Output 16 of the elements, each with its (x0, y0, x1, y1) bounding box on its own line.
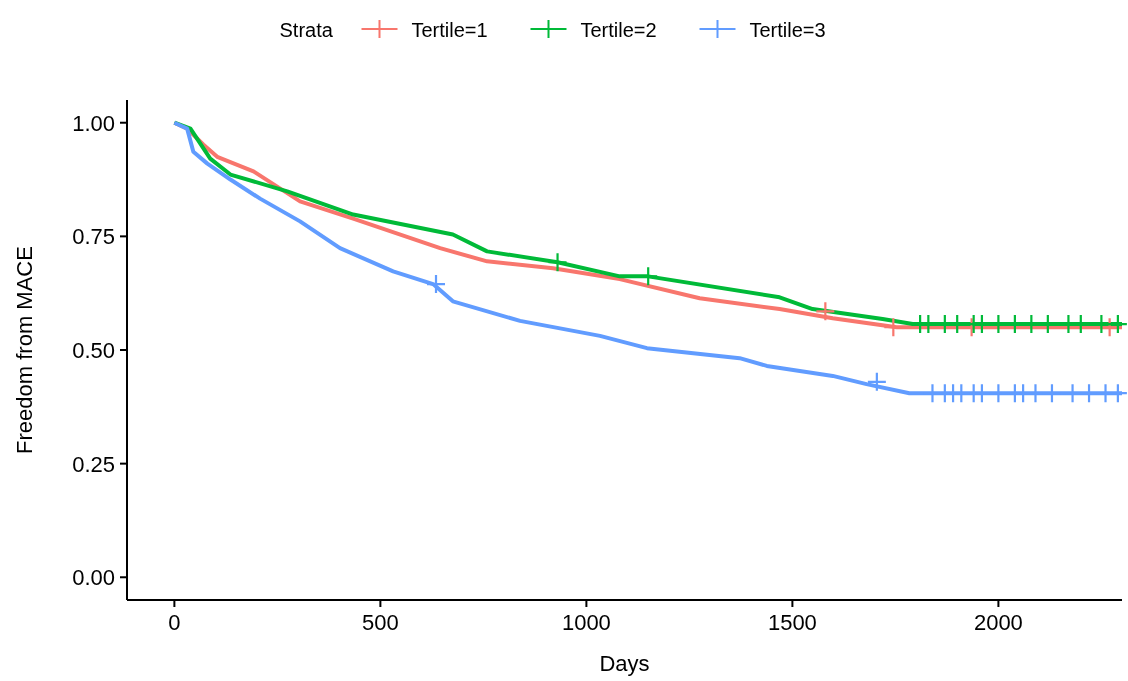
legend-label: Tertile=1 (411, 19, 488, 41)
y-tick-label: 1.00 (72, 110, 115, 136)
y-axis-title: Freedom from MACE (12, 246, 37, 454)
legend-label: Tertile=2 (580, 19, 657, 41)
x-axis-title: Days (599, 651, 650, 676)
x-tick-label: 1000 (561, 610, 611, 635)
y-tick-label: 0.75 (72, 224, 115, 250)
x-tick-label: 500 (362, 610, 399, 635)
x-tick-label: 1500 (767, 610, 817, 635)
x-tick-label: 0 (168, 610, 181, 635)
legend-title: Strata (279, 19, 334, 41)
y-tick-label: 0.25 (72, 451, 115, 477)
legend-label: Tertile=3 (749, 19, 826, 41)
x-tick-label: 2000 (973, 610, 1023, 635)
y-tick-label: 0.50 (72, 338, 115, 363)
y-tick-label: 0.00 (72, 565, 115, 591)
